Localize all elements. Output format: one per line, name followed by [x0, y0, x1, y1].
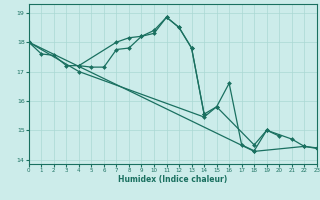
X-axis label: Humidex (Indice chaleur): Humidex (Indice chaleur): [118, 175, 228, 184]
